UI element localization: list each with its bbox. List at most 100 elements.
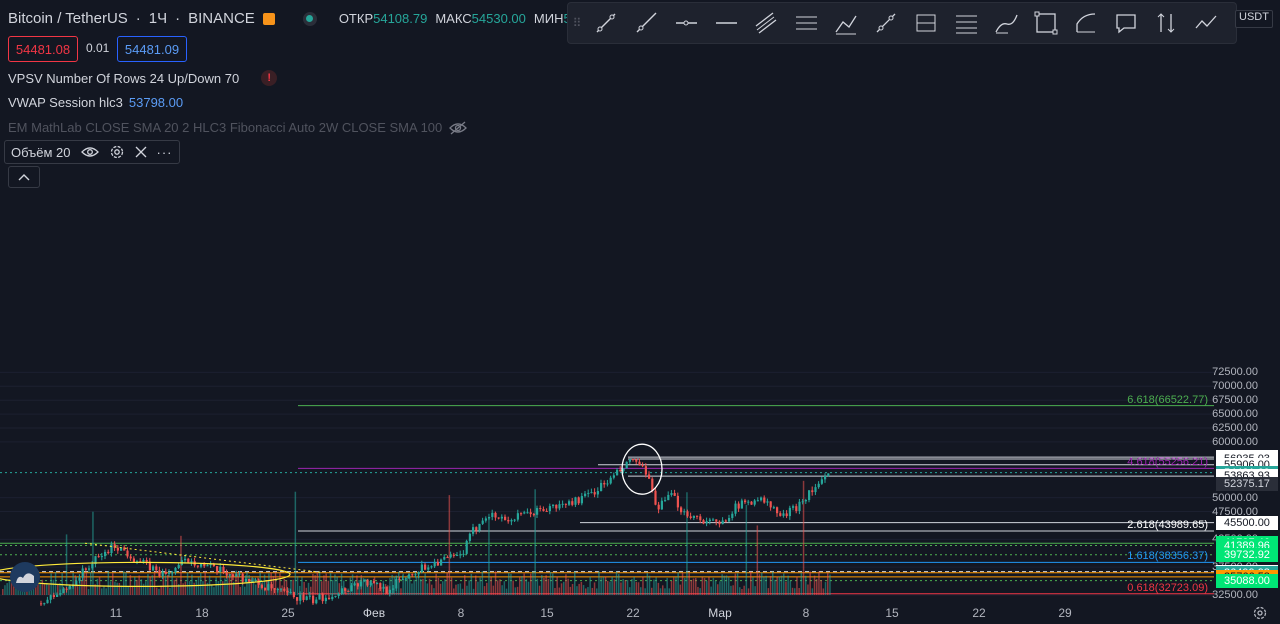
candle-body [251,580,254,582]
volume-bar [567,578,569,595]
volume-bar [314,575,316,595]
symbol-name[interactable]: Bitcoin / TetherUS [8,10,128,27]
candle-body [292,592,295,598]
chevron-up-icon[interactable] [8,166,40,188]
indicator-vwap[interactable]: VWAP Session hlc3 53798.00 [8,95,183,110]
volume-bar [316,572,319,595]
volume-bar [534,489,536,595]
bitcoin-flag-icon[interactable] [262,12,275,25]
volume-bar [327,580,330,595]
candle-body [817,483,820,488]
price-axis-label: 50000.00 [1212,491,1258,504]
price-tag: 35088.00 [1216,573,1278,588]
volume-bar [68,586,70,595]
forecast-icon[interactable] [1186,3,1226,43]
volume-bar [274,571,277,595]
live-status-icon [302,11,317,26]
candle-body [123,547,126,551]
brush-icon[interactable] [986,3,1026,43]
candle-body [478,523,481,531]
indicator-emm[interactable]: EM MathLab CLOSE SMA 20 2 HLC3 Fibonacci… [8,120,468,135]
candle-body [276,589,279,591]
volume-bar [46,583,48,595]
candle-body [683,511,686,513]
candle-body [222,566,225,573]
long-position-icon[interactable] [1146,3,1186,43]
volume-bar [332,580,334,595]
open-label: ОТКР [338,11,374,26]
tradingview-logo-icon[interactable] [10,562,40,592]
volume-bar [527,581,530,595]
candle-body [513,519,516,521]
warning-icon[interactable]: ! [261,70,278,86]
volume-bar [631,578,633,595]
drag-handle-icon[interactable]: ⠿ [572,16,582,30]
gann-box-icon[interactable] [906,3,946,43]
volume-bar [717,584,719,595]
quote-currency-label[interactable]: USDT [1235,10,1273,28]
interval-label[interactable]: 1Ч [148,10,168,27]
volume-bar [257,577,259,595]
volume-bar [536,578,539,595]
text-note-icon[interactable] [1106,3,1146,43]
candle-body [635,459,638,462]
candle-body [187,558,190,563]
candle-body [456,555,459,557]
candle-body [689,516,692,518]
fib-level-label: 2.618(43989.65) [1127,519,1208,532]
indicator-vpsv[interactable]: VPSV Number Of Rows 24 Up/Down 70 ! [8,70,278,86]
fib-channel-icon[interactable] [946,3,986,43]
volume-bar [582,585,585,595]
candle-body [427,567,430,570]
path-icon[interactable] [1066,3,1106,43]
volume-bar [655,577,657,595]
volume-bar [521,576,523,595]
symbol-header: Bitcoin / TetherUS · 1Ч · BINANCE ОТКР54… [8,10,585,27]
volume-bar [541,575,543,595]
symbol-separator: · [135,10,141,27]
candle-body [465,540,468,554]
volume-bar [448,495,451,595]
volume-bar [351,574,354,595]
fib-retracement-icon[interactable] [866,3,906,43]
horizontal-ray-icon[interactable] [666,3,706,43]
eye-icon[interactable] [80,146,99,158]
time-axis-label: 8 [802,606,810,620]
candle-body [395,578,398,589]
eye-hidden-icon[interactable] [448,121,468,135]
parallel-channel-icon[interactable] [746,3,786,43]
ray-icon[interactable] [626,3,666,43]
buy-button[interactable]: 54481.09 [117,36,187,62]
candle-body [308,595,311,597]
volume-bar [41,579,44,595]
candle-body [449,554,452,558]
candle-body [523,512,526,514]
volume-bar [805,575,807,595]
volume-bar [774,579,776,595]
candle-body [452,554,455,556]
regression-trend-icon[interactable] [826,3,866,43]
candle-body [734,503,737,514]
settings-gear-icon[interactable] [1252,605,1268,621]
candle-body [286,590,289,593]
sell-button[interactable]: 54481.08 [8,36,78,62]
candle-body [702,520,705,524]
rectangle-icon[interactable] [1026,3,1066,43]
volume-bar [699,588,701,595]
more-icon[interactable]: ··· [156,144,173,160]
volume-bar [512,580,514,595]
volume-bar [431,584,433,595]
horizontal-line-icon[interactable] [706,3,746,43]
volume-bar [516,586,519,595]
candle-body [484,518,487,521]
close-icon[interactable] [135,146,147,158]
volume-bar [224,578,226,595]
indicator-volume[interactable]: Объём 20 ··· [4,140,180,164]
volume-bar [439,583,442,595]
pitchfork-icon[interactable] [786,3,826,43]
trend-line-icon[interactable] [586,3,626,43]
volume-bar [756,525,759,595]
settings-icon[interactable] [109,144,125,160]
